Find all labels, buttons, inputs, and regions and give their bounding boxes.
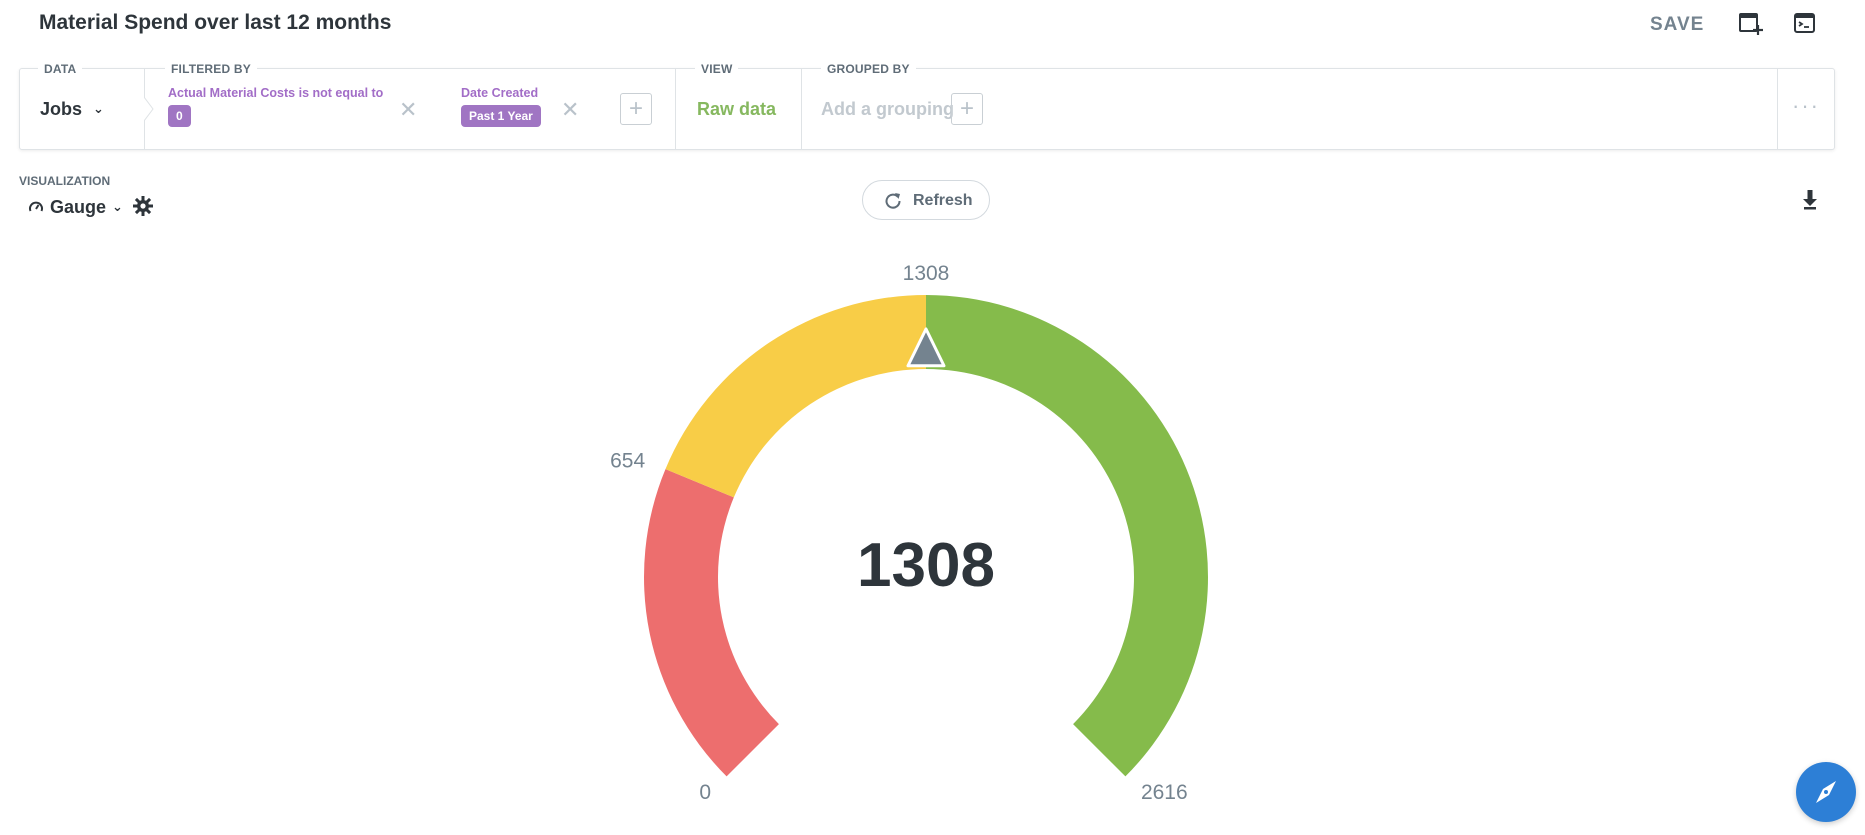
view-select[interactable]: Raw data — [697, 99, 777, 119]
filter-value-pill[interactable]: 0 — [168, 105, 191, 127]
more-options-button[interactable]: ··· — [1792, 93, 1820, 118]
gauge-icon — [29, 201, 43, 212]
remove-filter-button[interactable]: ✕ — [561, 97, 580, 122]
refresh-label: Refresh — [913, 192, 973, 209]
filter-chip-date-created[interactable]: Date Created Past 1 Year — [461, 86, 541, 127]
save-button[interactable]: SAVE — [1650, 14, 1705, 35]
add-grouping-button[interactable]: + — [951, 93, 983, 125]
data-source-value: Jobs — [40, 99, 83, 119]
add-filter-button[interactable]: + — [620, 93, 652, 125]
compass-icon — [1816, 781, 1836, 803]
filter-chip-material-costs[interactable]: Actual Material Costs is not equal to 0 — [168, 86, 383, 127]
gear-icon[interactable] — [132, 195, 154, 222]
assistant-fab-button[interactable] — [1796, 762, 1856, 822]
data-section-label: DATA — [38, 62, 83, 76]
page-title: Material Spend over last 12 months — [39, 11, 392, 34]
refresh-icon — [885, 193, 901, 209]
gauge-tick-label-1: 654 — [610, 450, 645, 473]
filter-value-pill[interactable]: Past 1 Year — [461, 105, 541, 127]
filter-label: Date Created — [461, 86, 539, 100]
visualization-type-select[interactable]: Gauge ⌄ — [28, 197, 123, 218]
visualization-type-value: Gauge — [50, 197, 107, 217]
gauge-segment-2 — [926, 295, 1208, 777]
filtered-by-section-label: FILTERED BY — [165, 62, 257, 76]
view-section-label: VIEW — [695, 62, 739, 76]
chevron-down-icon: ⌄ — [93, 101, 104, 116]
gauge-needle — [906, 327, 946, 368]
refresh-button[interactable]: Refresh — [862, 180, 990, 220]
grouped-by-section-label: GROUPED BY — [821, 62, 916, 76]
add-grouping-link[interactable]: Add a grouping — [821, 99, 954, 119]
sql-editor-icon[interactable] — [1792, 10, 1818, 36]
filter-label: Actual Material Costs is not equal to — [168, 86, 384, 100]
gauge-segment-0 — [643, 469, 779, 777]
query-builder-bar: DATA Jobs ⌄ FILTERED BY Actual Material … — [19, 62, 1835, 150]
section-divider — [801, 69, 802, 149]
download-icon[interactable] — [1800, 188, 1820, 215]
section-divider — [675, 69, 676, 149]
chevron-down-icon: ⌄ — [112, 199, 123, 214]
gauge-tick-label-2: 1308 — [903, 262, 950, 285]
add-to-dashboard-icon[interactable] — [1737, 10, 1763, 36]
breadcrumb-arrow-icon — [144, 97, 154, 121]
gauge-tick-label-0: 0 — [699, 781, 711, 804]
gauge-value: 1308 — [857, 531, 995, 600]
remove-filter-button[interactable]: ✕ — [399, 97, 418, 122]
data-source-select[interactable]: Jobs ⌄ — [40, 99, 104, 120]
gauge-segment-1 — [665, 295, 926, 498]
gauge-tick-label-3: 2616 — [1141, 781, 1188, 804]
visualization-label: VISUALIZATION — [19, 174, 111, 188]
section-divider — [1777, 69, 1778, 149]
